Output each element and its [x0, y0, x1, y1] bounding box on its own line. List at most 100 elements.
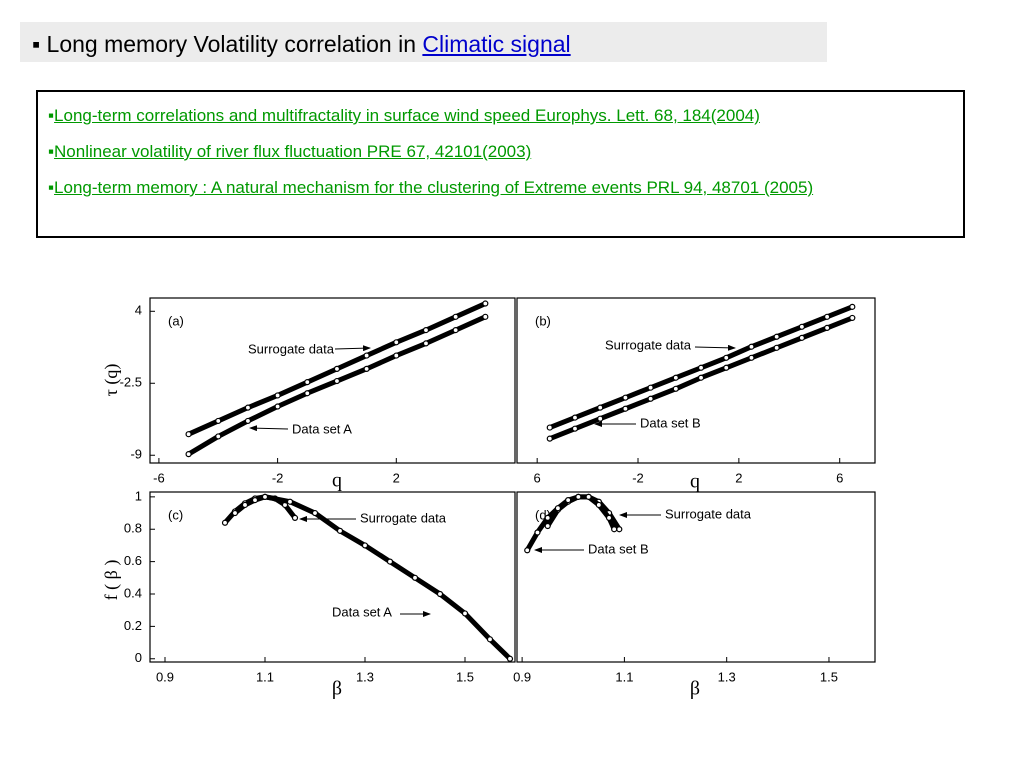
point	[571, 414, 579, 421]
point	[773, 333, 780, 340]
plot-frame	[149, 491, 516, 663]
panel-label: (c)	[168, 507, 183, 522]
y-tick-label: -9	[130, 447, 142, 462]
x-tick-label: -2	[632, 470, 644, 485]
point	[647, 384, 654, 391]
point	[585, 493, 592, 500]
series-label: Surrogate data	[605, 337, 692, 352]
x-tick-label: 2	[393, 470, 400, 485]
point	[231, 509, 239, 517]
point	[244, 417, 252, 425]
point	[544, 514, 551, 522]
annotation-arrow	[249, 425, 289, 432]
point	[697, 374, 705, 381]
point	[436, 590, 444, 598]
point	[524, 547, 531, 554]
annotation-arrow	[694, 344, 736, 351]
y-tick-label: 0.4	[124, 585, 142, 600]
header-link[interactable]: Climatic signal	[422, 31, 571, 57]
x-tick-label: 1.5	[820, 669, 838, 684]
series-label: Data set A	[332, 604, 392, 619]
panel-label: (a)	[168, 313, 184, 328]
series-label: Surrogate data	[665, 506, 752, 521]
point	[215, 433, 222, 440]
point	[215, 417, 222, 425]
point	[723, 364, 730, 371]
point	[361, 542, 369, 549]
point	[221, 519, 229, 526]
series-label: Data set B	[588, 541, 649, 556]
point	[611, 526, 618, 533]
x-axis-label: q	[690, 471, 700, 493]
point	[185, 431, 192, 438]
plot-frame	[516, 491, 876, 663]
y-tick-label: 0.8	[124, 521, 142, 536]
point	[311, 509, 319, 517]
point	[452, 327, 459, 334]
reference-link[interactable]: Nonlinear volatility of river flux fluct…	[54, 142, 532, 161]
point	[274, 403, 281, 410]
point	[697, 364, 705, 371]
reference-link[interactable]: Long-term memory : A natural mechanism f…	[54, 178, 814, 197]
point	[597, 404, 604, 411]
point	[411, 574, 419, 581]
point	[595, 501, 602, 509]
point	[393, 339, 400, 346]
point	[482, 313, 489, 320]
series-label: Surrogate data	[360, 510, 447, 525]
point	[546, 424, 553, 431]
point	[544, 522, 551, 530]
references: Long-term correlations and multifractali…	[36, 90, 965, 238]
plot-frame	[149, 297, 516, 464]
header: ▪ Long memory Volatility correlation in …	[20, 22, 827, 62]
point	[575, 493, 582, 500]
series-label: Surrogate data	[248, 341, 335, 356]
point	[486, 636, 494, 643]
x-tick-label: 6	[534, 470, 541, 485]
point	[422, 340, 430, 347]
point	[798, 323, 805, 330]
x-axis-label: β	[690, 678, 700, 700]
x-tick-label: 1.3	[718, 669, 736, 684]
point	[452, 313, 459, 320]
point	[849, 303, 856, 310]
reference: Long-term memory : A natural mechanism f…	[48, 170, 953, 206]
point	[597, 415, 604, 422]
point	[571, 425, 579, 432]
point	[748, 343, 755, 350]
point	[546, 435, 553, 442]
point	[333, 377, 341, 385]
x-tick-label: -6	[153, 470, 165, 485]
point	[748, 354, 755, 361]
point	[185, 451, 192, 458]
point	[565, 496, 572, 504]
point	[622, 394, 629, 401]
point	[773, 344, 780, 351]
point	[461, 610, 469, 617]
point	[333, 365, 341, 372]
point	[304, 379, 311, 386]
x-tick-label: -2	[272, 470, 284, 485]
x-tick-label: 2	[735, 470, 742, 485]
y-tick-label: 1	[135, 488, 142, 503]
point	[823, 324, 831, 331]
series-label: Data set A	[292, 421, 352, 436]
y-tick-label: 0	[135, 650, 142, 665]
point	[616, 526, 623, 533]
point	[554, 505, 562, 512]
point	[261, 493, 269, 500]
point	[823, 313, 831, 320]
point	[336, 527, 344, 534]
series-label: Data set B	[640, 415, 701, 430]
point	[506, 655, 514, 662]
x-tick-label: 0.9	[156, 669, 174, 684]
x-tick-label: 0.9	[513, 669, 531, 684]
point	[534, 529, 541, 536]
y-axis-label: τ (q)	[101, 364, 122, 397]
reference-link[interactable]: Long-term correlations and multifractali…	[54, 106, 760, 125]
point	[244, 404, 252, 411]
point	[422, 327, 430, 334]
y-tick-label: -2.5	[120, 375, 142, 390]
series-band	[524, 494, 617, 553]
